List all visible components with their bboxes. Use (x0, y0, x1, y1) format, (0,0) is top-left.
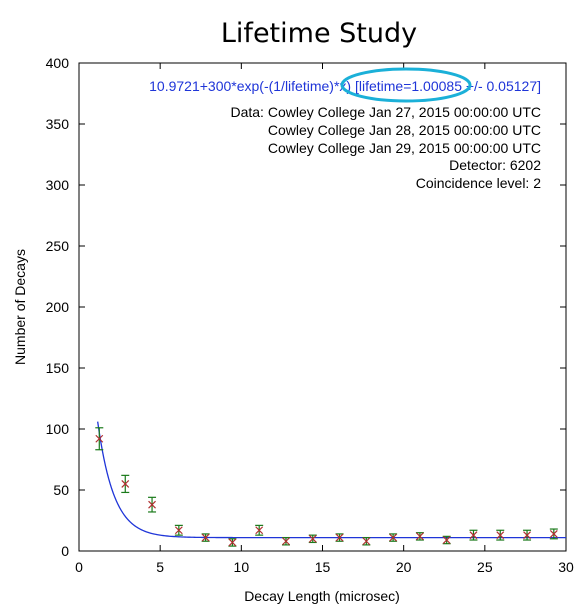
fit-lifetime-text: [lifetime=1.00085 +/- 0.05127] (355, 78, 541, 94)
y-tick-label: 250 (46, 238, 70, 254)
fit-curve (97, 421, 566, 539)
data-point (148, 496, 157, 513)
data-point (469, 529, 478, 541)
point-marker (282, 537, 290, 546)
y-tick-label: 300 (46, 177, 70, 193)
annotation-coincidence: Coincidence level: 2 (416, 175, 542, 191)
data-point (308, 534, 317, 544)
y-tick-label: 350 (46, 116, 70, 132)
y-tick-label: 0 (61, 543, 69, 559)
point-marker (469, 531, 478, 540)
data-point (174, 524, 183, 536)
data-point (335, 533, 344, 542)
x-tick-label: 15 (315, 559, 331, 575)
fit-curve-group (97, 421, 566, 539)
annotation-dataset-line-2: Cowley College Jan 28, 2015 00:00:00 UTC (268, 122, 541, 138)
point-marker (523, 531, 531, 540)
y-tick-label: 400 (46, 55, 70, 71)
data-point (201, 533, 210, 542)
legend-annotations: Data: Cowley College Jan 27, 2015 00:00:… (230, 104, 541, 191)
lifetime-highlight-ellipse (340, 67, 472, 103)
data-point (389, 533, 398, 542)
point-marker (255, 526, 264, 535)
point-marker (335, 533, 344, 542)
data-point (496, 529, 505, 541)
y-tick-label: 150 (46, 360, 70, 376)
point-marker (201, 533, 210, 542)
y-axis-label: Number of Decays (12, 249, 28, 365)
data-point (523, 529, 532, 541)
point-marker (549, 529, 558, 538)
point-marker (95, 434, 104, 443)
x-tick-label: 10 (234, 559, 250, 575)
fit-legend-label: 10.9721+300*exp(-(1/lifetime)*x) [lifeti… (149, 78, 541, 94)
y-tick-label: 100 (46, 421, 70, 437)
x-tick-label: 0 (75, 559, 83, 575)
point-marker (442, 536, 451, 544)
x-tick-label: 30 (558, 559, 574, 575)
point-marker (148, 500, 156, 509)
point-marker (389, 533, 398, 542)
data-point (415, 532, 424, 541)
annotation-data-line: Data: Cowley College Jan 27, 2015 00:00:… (230, 104, 541, 120)
x-tick-labels: 0 5 10 15 20 25 30 (75, 559, 574, 575)
y-tick-label: 50 (53, 482, 69, 498)
x-tick-label: 5 (156, 559, 164, 575)
data-point (121, 474, 130, 494)
y-tick-labels: 0 50 100 150 200 250 300 350 400 (46, 55, 70, 559)
point-marker (228, 538, 237, 547)
data-point (442, 535, 451, 545)
data-point (362, 536, 371, 546)
y-tick-label: 200 (46, 299, 70, 315)
chart-title: Lifetime Study (221, 18, 417, 49)
point-marker (362, 537, 371, 546)
data-points-group (95, 427, 558, 547)
annotation-detector: Detector: 6202 (449, 157, 541, 173)
data-point (281, 536, 290, 546)
x-tick-label: 20 (396, 559, 412, 575)
annotation-dataset-line-3: Cowley College Jan 29, 2015 00:00:00 UTC (268, 140, 541, 156)
point-marker (308, 534, 317, 543)
fit-formula-text: 10.9721+300*exp(-(1/lifetime)*x) (149, 78, 355, 94)
data-point (255, 524, 264, 536)
point-marker (174, 526, 183, 535)
point-marker (496, 531, 505, 540)
point-marker (415, 532, 424, 541)
point-marker (121, 479, 130, 488)
data-point (95, 427, 104, 451)
x-axis-label: Decay Length (microsec) (244, 588, 400, 604)
x-tick-label: 25 (477, 559, 493, 575)
data-point (228, 538, 237, 547)
data-point (549, 528, 558, 540)
